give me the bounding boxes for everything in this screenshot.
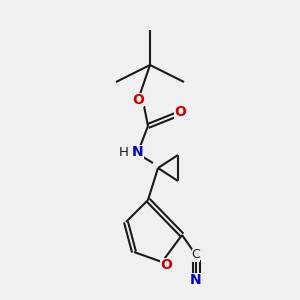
Text: H: H	[119, 146, 129, 158]
Text: O: O	[160, 258, 172, 272]
Text: N: N	[190, 273, 202, 287]
Text: N: N	[132, 145, 144, 159]
Text: O: O	[174, 105, 186, 119]
Text: C: C	[192, 248, 200, 262]
Text: O: O	[132, 93, 144, 107]
